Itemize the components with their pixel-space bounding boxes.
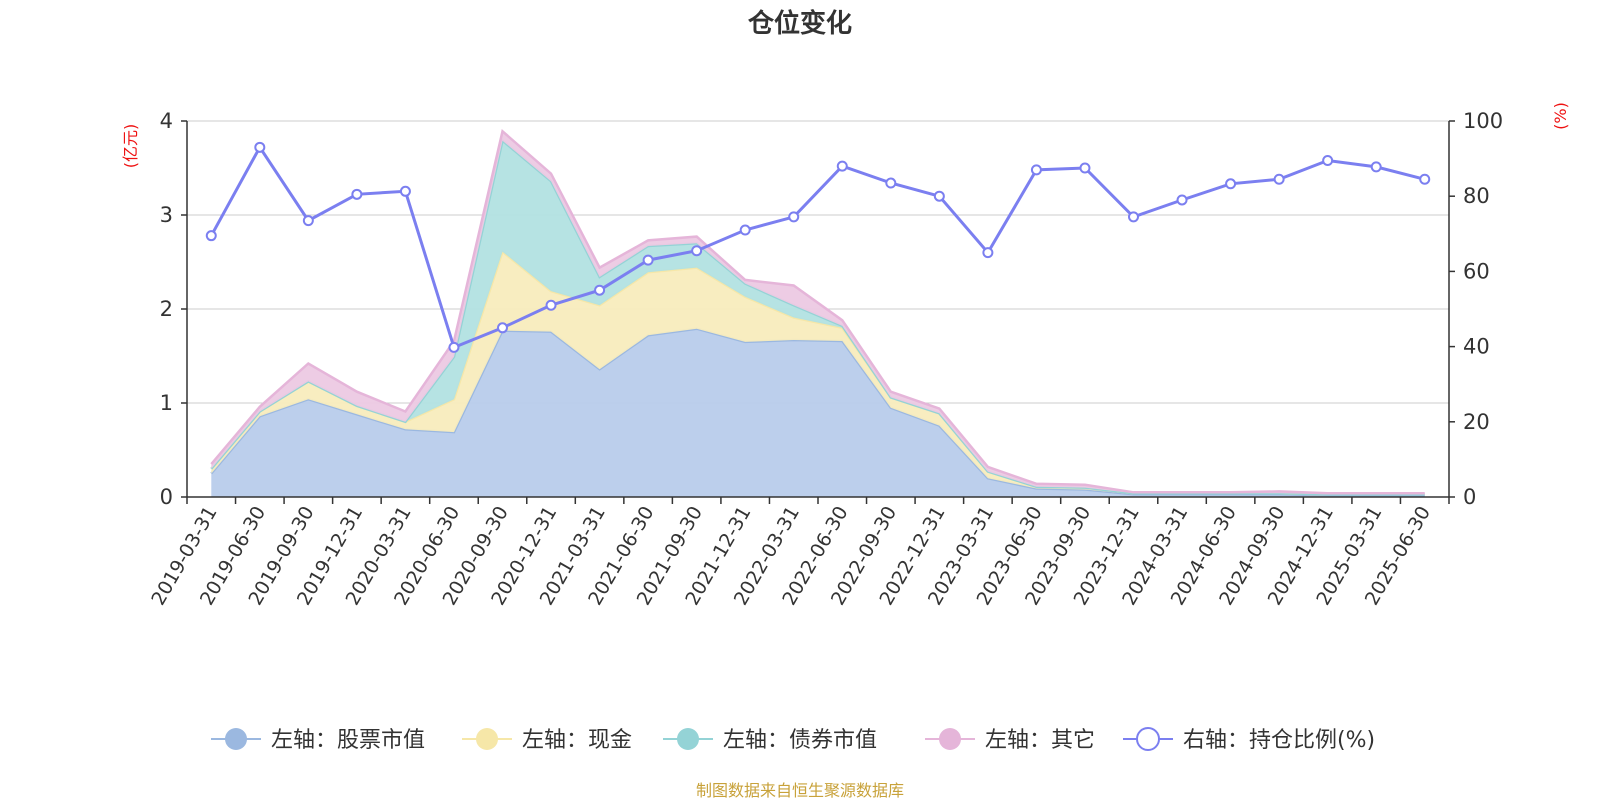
legend-item[interactable]: 左轴：债券市值 xyxy=(663,728,877,753)
legend-label: 左轴：现金 xyxy=(522,728,632,753)
ratio-point xyxy=(836,160,848,172)
legend-marker xyxy=(677,728,699,750)
stacked-area-series xyxy=(210,128,1425,497)
legend-marker xyxy=(476,728,498,750)
ratio-point xyxy=(399,185,411,197)
legend-item[interactable]: 左轴：其它 xyxy=(925,728,1095,753)
right-tick-label: 100 xyxy=(1463,109,1503,133)
ratio-point xyxy=(448,341,460,353)
area-fill xyxy=(211,140,1425,495)
area-edge-line xyxy=(210,128,1425,495)
ratio-point xyxy=(497,322,508,334)
left-tick-label: 3 xyxy=(160,203,173,227)
ratio-point xyxy=(1128,211,1139,223)
ratio-point xyxy=(1273,173,1285,185)
legend-marker xyxy=(225,728,247,750)
right-tick-label: 40 xyxy=(1463,335,1490,359)
ratio-line xyxy=(209,144,1426,350)
source-note: 制图数据来自恒生聚源数据库 xyxy=(696,781,904,800)
left-tick-label: 2 xyxy=(160,297,173,321)
legend: 左轴：股票市值 左轴：现金 左轴：债券市值 左轴：其它 右轴：持仓比例(%) xyxy=(211,727,1375,753)
ratio-point xyxy=(1225,178,1237,190)
legend-label: 左轴：股票市值 xyxy=(271,728,425,753)
left-tick-label: 0 xyxy=(160,485,173,509)
legend-label: 右轴：持仓比例(%) xyxy=(1183,728,1375,753)
ratio-point xyxy=(933,190,945,202)
area-fill xyxy=(211,251,1425,496)
left-axis-unit: (亿元) xyxy=(121,124,140,169)
ratio-point xyxy=(982,247,994,259)
left-tick-label: 1 xyxy=(160,391,173,415)
right-axis-unit: (%) xyxy=(1551,102,1570,130)
ratio-point xyxy=(302,215,314,227)
ratio-point xyxy=(1176,194,1188,206)
legend-item[interactable]: 左轴：股票市值 xyxy=(211,728,425,753)
legend-marker xyxy=(939,728,961,750)
legend-item[interactable]: 左轴：现金 xyxy=(462,728,632,753)
ratio-point xyxy=(1030,164,1042,176)
right-tick-label: 0 xyxy=(1463,485,1476,509)
left-tick-label: 4 xyxy=(160,109,173,133)
chart-title: 仓位变化 xyxy=(747,8,852,39)
ratio-point xyxy=(254,141,266,153)
ratio-point xyxy=(545,299,557,311)
ratio-point xyxy=(691,245,703,257)
ratio-point xyxy=(788,211,800,223)
right-tick-label: 60 xyxy=(1463,259,1490,283)
legend-marker xyxy=(1136,727,1160,751)
legend-label: 左轴：其它 xyxy=(985,728,1095,753)
ratio-line-series xyxy=(205,141,1431,353)
right-tick-label: 80 xyxy=(1463,184,1490,208)
legend-label: 左轴：债券市值 xyxy=(723,728,877,753)
right-tick-label: 20 xyxy=(1463,410,1490,434)
ratio-point xyxy=(739,224,751,236)
ratio-point xyxy=(642,254,654,266)
ratio-point xyxy=(1079,162,1091,174)
area-fill xyxy=(211,328,1425,497)
area-fill xyxy=(211,131,1425,495)
ratio-point xyxy=(1370,161,1382,173)
legend-item[interactable]: 右轴：持仓比例(%) xyxy=(1123,727,1375,753)
ratio-point xyxy=(1322,154,1334,166)
ratio-point xyxy=(594,284,606,296)
ratio-point xyxy=(1419,173,1431,185)
ratio-point xyxy=(205,230,217,242)
ratio-point xyxy=(351,188,363,200)
ratio-point xyxy=(885,177,897,189)
